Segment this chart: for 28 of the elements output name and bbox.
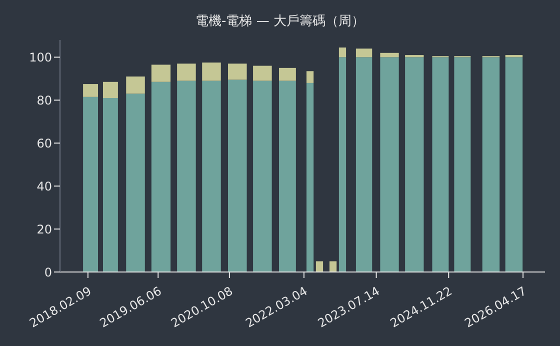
bar	[126, 76, 145, 94]
bar	[177, 64, 196, 81]
bar	[202, 80, 221, 272]
bar	[228, 80, 247, 272]
chart-title: 電機-電梯 — 大戶籌碼（周）	[194, 13, 366, 30]
bar	[505, 57, 523, 272]
bar	[432, 57, 449, 272]
y-tick-label: 40	[36, 179, 52, 194]
bar	[126, 94, 145, 272]
bar	[279, 68, 296, 81]
y-tick-label: 20	[36, 222, 52, 236]
bar	[405, 57, 424, 272]
bar	[279, 80, 296, 272]
bar	[356, 48, 372, 58]
y-tick-label: 0	[44, 265, 52, 280]
bar	[454, 57, 471, 272]
bar	[380, 57, 399, 272]
bar	[177, 80, 196, 272]
bar	[253, 80, 272, 272]
y-tick-label: 60	[36, 136, 52, 150]
bar	[380, 52, 399, 58]
y-tick-label: 100	[29, 50, 52, 64]
y-tick-label: 80	[36, 93, 52, 108]
bar	[202, 62, 221, 81]
bar	[356, 57, 372, 272]
bar	[228, 64, 247, 80]
bar	[253, 66, 272, 81]
bar	[482, 57, 500, 272]
